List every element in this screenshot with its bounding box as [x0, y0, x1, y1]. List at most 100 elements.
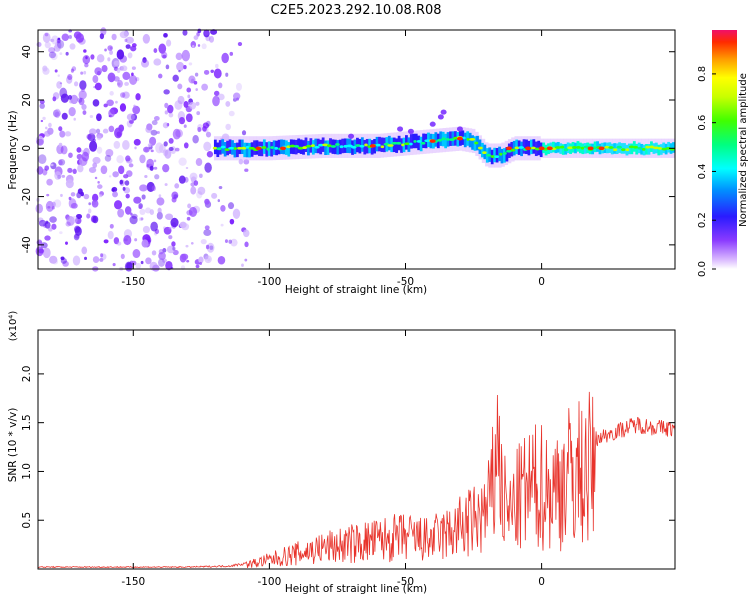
noise-mark — [123, 174, 129, 179]
noise-mark — [66, 215, 75, 226]
noise-mark — [172, 128, 181, 140]
noise-mark — [56, 81, 63, 89]
noise-mark — [52, 259, 59, 265]
noise-mark — [51, 35, 59, 45]
noise-mark — [182, 29, 188, 36]
noise-mark — [225, 101, 231, 107]
noise-mark — [164, 110, 169, 115]
noise-mark — [139, 154, 146, 164]
noise-mark — [59, 130, 66, 138]
spectrogram-frame — [37, 29, 676, 270]
noise-mark — [153, 159, 157, 163]
noise-mark — [196, 111, 201, 116]
signal-band — [360, 137, 364, 152]
noise-mark — [44, 235, 51, 241]
signal-core — [572, 146, 577, 149]
noise-mark — [156, 211, 163, 220]
noise-mark — [81, 103, 87, 111]
x-tick-label: -50 — [397, 576, 414, 588]
signal-band — [304, 137, 308, 153]
noise-mark — [207, 258, 211, 262]
noise-mark — [154, 174, 160, 180]
noise-mark — [142, 225, 150, 234]
noise-mark — [146, 164, 149, 168]
noise-mark — [206, 151, 214, 158]
noise-mark — [92, 215, 99, 224]
noise-mark — [141, 239, 149, 248]
noise-mark — [120, 92, 126, 98]
signal-peak — [525, 146, 531, 151]
noise-mark — [82, 110, 87, 115]
noise-mark — [241, 263, 244, 267]
signal-core — [482, 151, 487, 155]
noise-mark — [162, 163, 170, 173]
noise-mark — [188, 62, 193, 66]
noise-mark — [168, 112, 174, 118]
noise-mark — [60, 145, 68, 155]
signal-band — [419, 136, 423, 152]
signal-core — [575, 145, 581, 149]
noise-mark — [175, 147, 180, 152]
noise-mark — [211, 192, 218, 199]
signal-band — [627, 143, 631, 155]
snr-frame — [37, 329, 676, 570]
noise-mark — [55, 40, 62, 50]
noise-mark — [195, 88, 198, 91]
noise-mark — [108, 175, 112, 178]
noise-mark — [58, 126, 63, 132]
noise-mark — [203, 69, 210, 75]
snr-xlabel: Height of straight line (km) — [285, 583, 427, 595]
noise-mark — [183, 101, 189, 108]
noise-mark — [116, 155, 124, 164]
noise-mark — [153, 48, 158, 54]
noise-mark — [44, 32, 49, 37]
noise-mark — [151, 120, 158, 126]
noise-mark — [70, 192, 76, 197]
noise-mark — [58, 158, 66, 166]
signal-band — [326, 140, 330, 155]
noise-mark — [153, 116, 160, 121]
noise-mark — [131, 43, 137, 48]
noise-mark — [129, 75, 138, 85]
noise-mark — [75, 217, 82, 225]
signal-core — [216, 147, 222, 151]
signal-core — [593, 146, 597, 150]
noise-mark — [244, 258, 248, 262]
signal-core — [510, 148, 516, 152]
signal-core — [261, 146, 267, 149]
noise-mark — [139, 208, 146, 215]
noise-mark — [197, 44, 201, 47]
noise-mark — [59, 87, 68, 99]
signal-band — [645, 143, 648, 155]
noise-mark — [156, 197, 165, 206]
signal-band — [260, 141, 264, 157]
signal-band — [233, 142, 237, 158]
signal-band — [505, 146, 509, 162]
signal-core — [289, 144, 296, 148]
colorbar-tick-label: 0.0 — [697, 261, 708, 277]
noise-mark — [124, 38, 128, 43]
snr-panel: -150 -100 -50 0 0.5 1.0 1.5 2.0 Height of strai… — [7, 311, 676, 595]
signal-core — [350, 145, 357, 149]
noise-mark — [111, 33, 117, 41]
signal-core — [404, 142, 410, 146]
noise-mark — [86, 134, 92, 140]
noise-mark — [94, 176, 98, 180]
noise-mark — [165, 213, 174, 220]
noise-mark — [122, 186, 126, 191]
noise-mark — [64, 131, 72, 137]
noise-mark — [96, 135, 102, 141]
noise-mark — [59, 231, 63, 235]
noise-mark — [103, 103, 108, 108]
noise-mark — [210, 69, 214, 73]
noise-mark — [77, 97, 83, 103]
noise-mark — [104, 48, 107, 52]
colorbar-tick-label: 0.4 — [697, 163, 708, 179]
signal-core — [490, 155, 495, 158]
noise-mark — [68, 35, 72, 39]
signal-band — [392, 137, 396, 153]
noise-mark — [56, 144, 64, 155]
noise-mark — [167, 104, 174, 114]
noise-mark — [108, 125, 115, 133]
noise-mark — [65, 241, 68, 245]
